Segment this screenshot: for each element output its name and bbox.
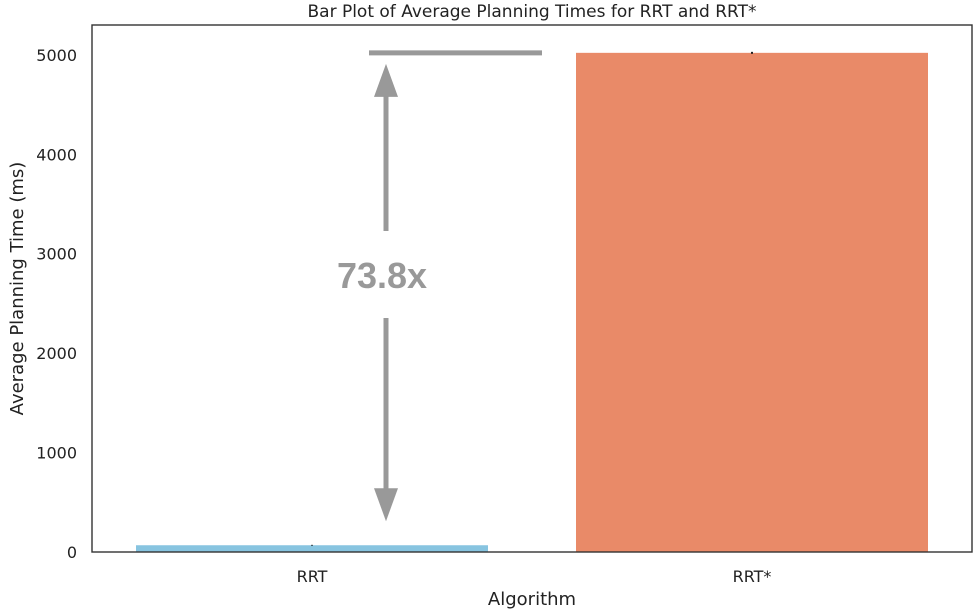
chart-title: Bar Plot of Average Planning Times for R…	[307, 2, 756, 22]
y-tick-label: 4000	[36, 145, 77, 164]
x-tick-label: RRT*	[733, 567, 772, 586]
y-axis-ticks: 0 1000 2000 3000 4000 5000	[36, 46, 77, 562]
y-tick-label: 1000	[36, 444, 77, 463]
annotation-layer: 73.8x	[337, 50, 542, 522]
y-tick-label: 3000	[36, 245, 77, 264]
annotation-ratio-label: 73.8x	[337, 255, 427, 296]
y-tick-label: 2000	[36, 344, 77, 363]
x-axis-ticks: RRT RRT*	[297, 567, 772, 586]
x-axis-label: Algorithm	[488, 589, 576, 610]
plot-frame	[91, 24, 973, 553]
y-axis-label: Average Planning Time (ms)	[7, 162, 28, 416]
y-tick-label: 0	[67, 543, 77, 562]
annotation-arrow-up-head	[374, 63, 398, 97]
bar-rrt-star	[576, 52, 928, 552]
y-tick-label: 5000	[36, 46, 77, 65]
x-tick-label: RRT	[297, 567, 328, 586]
bars-layer	[136, 51, 928, 552]
annotation-arrow-down-head	[374, 488, 398, 522]
bar-rrt	[136, 545, 488, 552]
